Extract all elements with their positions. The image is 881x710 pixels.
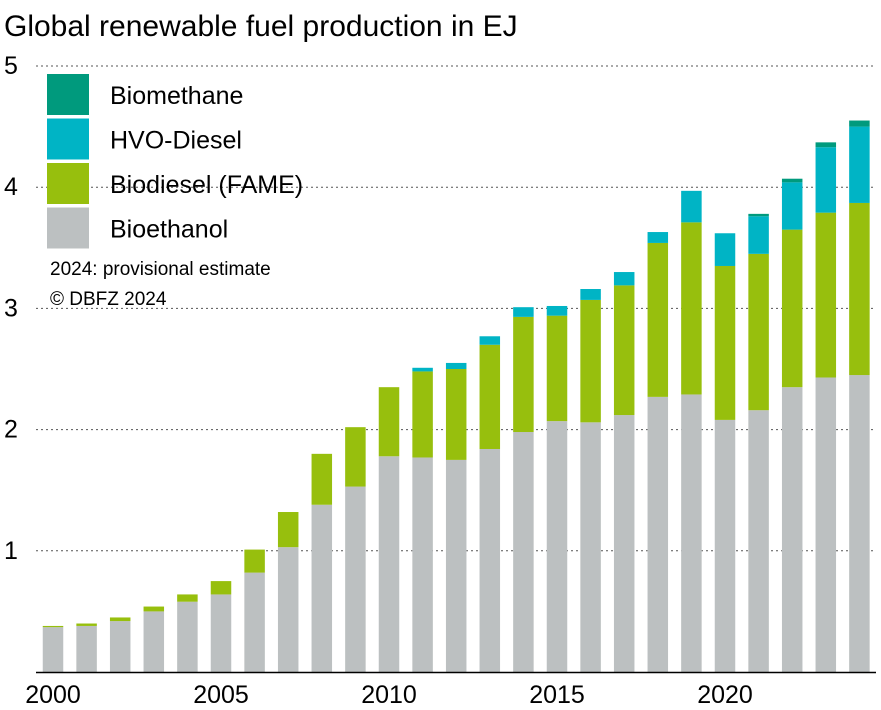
bar-biodiesel-fame-2018 [647,242,669,397]
bar-biodiesel-fame-2010 [378,387,400,457]
note-provisional: 2024: provisional estimate [50,259,271,280]
bar-bioethanol-2003 [143,611,165,672]
x-tick-label: 2000 [25,681,81,709]
bar-hvo-diesel-2017 [613,272,635,286]
bar-bioethanol-2007 [277,547,299,672]
y-tick-label: 3 [4,294,18,322]
bar-bioethanol-2009 [345,486,366,672]
bar-biodiesel-fame-2007 [277,512,299,548]
bar-bioethanol-2010 [378,456,400,672]
bar-bioethanol-2002 [109,621,131,672]
bar-biodiesel-fame-2000 [42,625,64,628]
legend-swatch-biodiesel-fame [47,163,89,204]
legend-label: Bioethanol [110,216,228,244]
bar-bioethanol-2013 [479,448,501,672]
note-copyright: © DBFZ 2024 [50,289,167,310]
bar-biomethane-2023 [815,142,837,148]
bar-bioethanol-2012 [445,459,467,672]
x-tick-label: 2005 [193,681,249,709]
bar-biodiesel-fame-2008 [311,453,333,505]
bar-biodiesel-fame-2023 [815,212,837,378]
legend-swatch-hvo-diesel [47,118,89,160]
bar-biodiesel-fame-2006 [244,549,265,573]
bar-hvo-diesel-2018 [647,232,669,243]
chart-title: Global renewable fuel production in EJ [4,10,518,43]
bar-hvo-diesel-2024 [849,126,870,203]
y-tick-label: 1 [4,537,18,565]
y-tick-label: 5 [4,52,18,80]
legend-label: Biomethane [110,82,243,110]
bar-biodiesel-fame-2015 [546,315,568,422]
bar-bioethanol-2018 [647,396,669,672]
bar-hvo-diesel-2012 [445,362,467,369]
bar-biodiesel-fame-2011 [412,371,433,458]
bar-hvo-diesel-2011 [412,367,433,372]
bars [42,120,870,672]
bar-hvo-diesel-2021 [748,216,769,254]
bar-biodiesel-fame-2013 [479,344,501,449]
legend-label: Biodiesel (FAME) [110,171,303,199]
bar-bioethanol-2001 [76,625,97,672]
y-tick-label: 4 [4,173,18,201]
bar-hvo-diesel-2016 [580,289,601,300]
x-tick-label: 2020 [697,681,753,709]
legend-swatch-biomethane [47,74,89,115]
bar-bioethanol-2006 [244,572,265,672]
bar-bioethanol-2017 [613,415,635,672]
bar-biodiesel-fame-2019 [681,222,702,395]
bar-bioethanol-2020 [714,419,736,672]
bar-biodiesel-fame-2005 [210,581,232,595]
bar-biomethane-2024 [849,120,870,127]
y-tick-label: 2 [4,416,18,444]
legend: Biomethane HVO-Diesel Biodiesel (FAME) Bioe… [47,74,303,249]
bar-hvo-diesel-2019 [681,190,702,223]
bar-biodiesel-fame-2020 [714,265,736,420]
bar-biodiesel-fame-2014 [513,316,534,433]
bar-bioethanol-2022 [781,387,803,672]
x-tick-label: 2015 [529,681,585,709]
bar-biodiesel-fame-2016 [580,299,601,423]
bar-hvo-diesel-2020 [714,233,736,266]
bar-biodiesel-fame-2009 [345,427,366,487]
y-tick-labels: 1 2 3 4 5 [4,52,18,565]
bar-bioethanol-2024 [849,375,870,672]
x-tick-labels: 2000 2005 2010 2015 2020 [25,681,753,709]
bar-bioethanol-2014 [513,432,534,672]
bar-hvo-diesel-2013 [479,336,501,345]
bar-hvo-diesel-2014 [513,307,534,317]
bar-biodiesel-fame-2022 [781,229,803,388]
bar-hvo-diesel-2015 [546,305,568,316]
bar-biodiesel-fame-2003 [143,606,165,612]
bar-bioethanol-2016 [580,422,601,672]
bar-biomethane-2022 [781,178,803,183]
gridlines [36,65,876,552]
bar-biomethane-2021 [748,213,769,217]
bar-bioethanol-2015 [546,421,568,672]
bar-bioethanol-2019 [681,394,702,672]
bar-biodiesel-fame-2021 [748,253,769,411]
bar-bioethanol-2000 [42,627,64,672]
bar-biodiesel-fame-2012 [445,369,467,460]
bar-biodiesel-fame-2024 [849,202,870,376]
bar-biodiesel-fame-2004 [177,594,198,602]
bar-bioethanol-2004 [177,601,198,672]
bar-biodiesel-fame-2002 [109,617,131,622]
bar-hvo-diesel-2023 [815,147,837,213]
legend-label: HVO-Diesel [110,127,242,155]
x-tick-label: 2010 [361,681,417,709]
bar-bioethanol-2011 [412,457,433,672]
bar-hvo-diesel-2022 [781,182,803,230]
bar-biodiesel-fame-2001 [76,623,97,626]
bar-bioethanol-2005 [210,594,232,672]
bar-biodiesel-fame-2017 [613,285,635,416]
bar-bioethanol-2021 [748,410,769,672]
bar-bioethanol-2023 [815,377,837,672]
bar-bioethanol-2008 [311,504,333,672]
legend-swatch-bioethanol [47,207,89,249]
